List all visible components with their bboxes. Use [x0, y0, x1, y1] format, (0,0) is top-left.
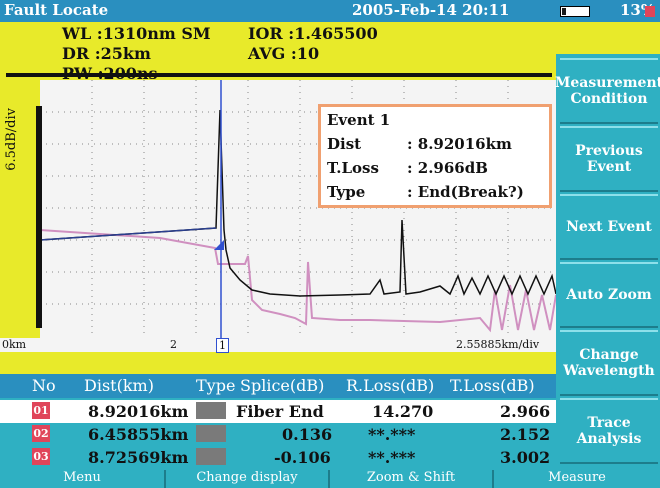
event-number-badge: 02	[32, 425, 50, 442]
measure-button[interactable]: Measure	[492, 470, 660, 488]
reference-trace	[39, 229, 557, 333]
event-type-label: Type	[327, 183, 366, 201]
y-scale-label: 6.5dB/div	[4, 108, 19, 171]
event-type-value: : End(Break?)	[407, 183, 524, 201]
previous-event-button[interactable]: Previous Event	[560, 126, 658, 192]
marker-1-label: 1	[216, 338, 229, 353]
auto-zoom-button[interactable]: Auto Zoom	[560, 262, 658, 328]
row-rloss: 14.270	[372, 402, 434, 421]
wavelength-info: WL :1310nm SM	[62, 24, 211, 43]
average-info: AVG :10	[248, 44, 320, 63]
x-scale-label: 2.55885km/div	[456, 338, 540, 351]
cursor-marker	[214, 240, 224, 250]
col-splice: Splice(dB)	[240, 376, 325, 395]
row-splice: -0.106	[274, 448, 331, 467]
change-wavelength-button[interactable]: Change Wavelength	[560, 330, 658, 396]
side-menu	[556, 22, 660, 466]
fiber-end-icon	[196, 402, 226, 419]
table-row[interactable]: 01 8.92016km Fiber End 14.270 2.966	[0, 400, 556, 423]
event-dist-value: : 8.92016km	[407, 135, 512, 153]
event-title: Event 1	[327, 111, 391, 129]
row-tloss: 2.152	[500, 425, 551, 444]
event-tloss-value: : 2.966dB	[407, 159, 488, 177]
next-event-button[interactable]: Next Event	[560, 194, 658, 260]
table-row[interactable]: 03 8.72569km -0.106 **.*** 3.002	[0, 446, 556, 469]
event-number-badge: 03	[32, 448, 50, 465]
col-dist: Dist(km)	[84, 376, 154, 395]
title-bar: Fault Locate 2005-Feb-14 20:11 13%	[0, 0, 660, 22]
row-dist: 8.72569km	[88, 448, 189, 467]
row-tloss: 3.002	[500, 448, 551, 467]
side-menu-header	[556, 22, 660, 54]
y-axis-bar	[36, 106, 42, 328]
col-no: No	[32, 376, 56, 395]
row-rloss: **.***	[368, 448, 416, 467]
zoom-shift-button[interactable]: Zoom & Shift	[328, 470, 492, 488]
table-row[interactable]: 02 6.45855km 0.136 **.*** 2.152	[0, 423, 556, 446]
ior-info: IOR :1.465500	[248, 24, 378, 43]
divider	[6, 73, 552, 77]
battery-icon	[560, 6, 590, 17]
measurement-trace	[39, 109, 557, 297]
event-table-header: No Dist(km) Type Splice(dB) R.Loss(dB) T…	[0, 374, 556, 398]
x-start-label: 0km	[2, 338, 27, 351]
change-display-button[interactable]: Change display	[164, 470, 328, 488]
power-icon	[645, 6, 655, 17]
segment-line	[39, 227, 217, 241]
splice-loss-icon	[196, 448, 226, 465]
event-info-box: Event 1 Dist : 8.92016km T.Loss : 2.966d…	[318, 104, 552, 208]
menu-button[interactable]: Menu	[63, 470, 101, 485]
row-rloss: **.***	[368, 425, 416, 444]
datetime: 2005-Feb-14 20:11	[352, 1, 510, 19]
event-dist-label: Dist	[327, 135, 362, 153]
splice-loss-icon	[196, 425, 226, 442]
row-dist: 8.92016km	[88, 402, 189, 421]
event-number-badge: 01	[32, 402, 50, 419]
col-type: Type	[196, 376, 236, 395]
col-rloss: R.Loss(dB)	[346, 376, 435, 395]
row-splice: Fiber End	[236, 402, 324, 421]
mode-title: Fault Locate	[4, 1, 109, 19]
range-info: DR :25km	[62, 44, 151, 63]
row-splice: 0.136	[282, 425, 333, 444]
event-tloss-label: T.Loss	[327, 159, 379, 177]
row-dist: 6.45855km	[88, 425, 189, 444]
trace-analysis-button[interactable]: Trace Analysis	[560, 398, 658, 464]
row-tloss: 2.966	[500, 402, 551, 421]
marker-2-label: 2	[170, 338, 177, 351]
col-tloss: T.Loss(dB)	[450, 376, 535, 395]
x-scale-row: 0km 2 1 2.55885km/div	[0, 338, 556, 353]
measurement-condition-button[interactable]: Measurement Condition	[555, 58, 660, 124]
